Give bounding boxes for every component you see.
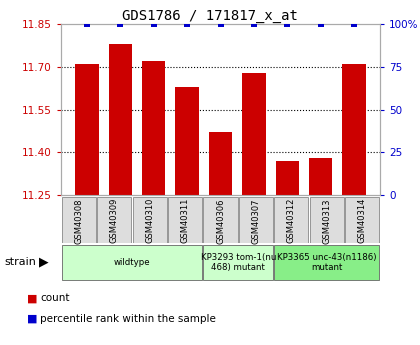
Bar [76, 64, 99, 195]
Bar [310, 197, 344, 243]
Text: KP3365 unc-43(n1186)
mutant: KP3365 unc-43(n1186) mutant [277, 253, 377, 272]
Point [217, 21, 224, 27]
Text: ■: ■ [27, 314, 38, 324]
Bar [209, 132, 232, 195]
Point [84, 21, 90, 27]
Bar [345, 197, 379, 243]
Text: count: count [40, 294, 69, 303]
Bar [203, 197, 238, 243]
Bar [239, 197, 273, 243]
Bar [176, 87, 199, 195]
Bar [242, 72, 265, 195]
Text: percentile rank within the sample: percentile rank within the sample [40, 314, 216, 324]
Bar [62, 197, 96, 243]
Bar [274, 197, 308, 243]
Text: GSM40310: GSM40310 [145, 198, 154, 244]
Text: GSM40314: GSM40314 [358, 198, 367, 244]
Text: GDS1786 / 171817_x_at: GDS1786 / 171817_x_at [122, 9, 298, 23]
Text: GSM40306: GSM40306 [216, 198, 225, 244]
Text: ▶: ▶ [39, 256, 49, 269]
Bar [142, 61, 165, 195]
Text: GSM40311: GSM40311 [181, 198, 189, 244]
Point [184, 21, 191, 27]
Bar [342, 64, 365, 195]
Point [317, 21, 324, 27]
Bar [276, 161, 299, 195]
Point [284, 21, 291, 27]
Bar [309, 158, 332, 195]
Text: GSM40307: GSM40307 [252, 198, 260, 244]
Bar [168, 197, 202, 243]
Point [117, 21, 124, 27]
Bar [97, 197, 131, 243]
Text: GSM40313: GSM40313 [323, 198, 331, 244]
Bar [274, 245, 379, 280]
Text: strain: strain [4, 257, 36, 267]
Point [150, 21, 157, 27]
Text: wildtype: wildtype [113, 258, 150, 267]
Text: GSM40312: GSM40312 [287, 198, 296, 244]
Text: KP3293 tom-1(nu
468) mutant: KP3293 tom-1(nu 468) mutant [200, 253, 276, 272]
Text: GSM40308: GSM40308 [74, 198, 83, 244]
Bar [133, 197, 167, 243]
Bar [109, 44, 132, 195]
Text: GSM40309: GSM40309 [110, 198, 118, 244]
Point [351, 21, 357, 27]
Bar [203, 245, 273, 280]
Bar [62, 245, 202, 280]
Text: ■: ■ [27, 294, 38, 303]
Point [250, 21, 257, 27]
